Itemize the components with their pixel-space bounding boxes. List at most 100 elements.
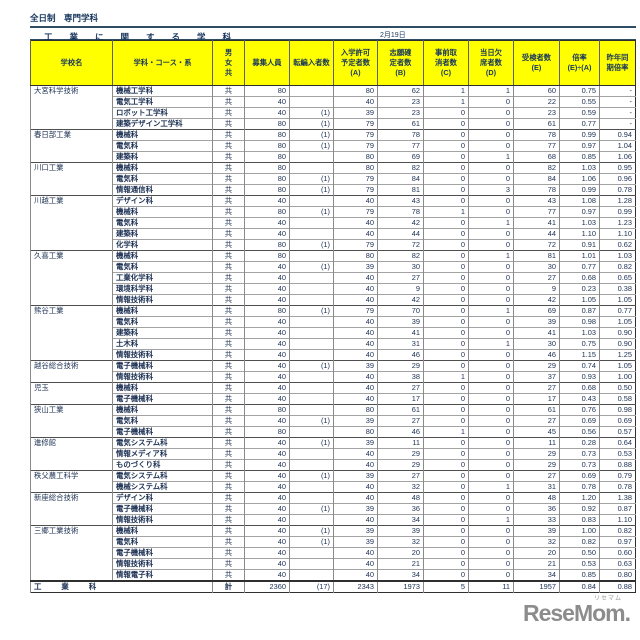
dept-cell: 建築科 — [112, 228, 213, 240]
col-d-cell: 0 — [468, 129, 514, 141]
col-e-cell: 27 — [513, 272, 560, 284]
col-d-cell: 0 — [468, 492, 514, 504]
logo-wordmark: ReseMom. — [522, 600, 631, 626]
table-row: 電子機械科共 40 40 17 0 0 17 0.43 0.58 — [31, 393, 636, 405]
col-b-cell: 46 — [377, 349, 424, 361]
col-a-cell: 39 — [333, 525, 378, 537]
col-d-cell: 0 — [468, 239, 514, 251]
transfer-cell — [289, 283, 334, 295]
capacity-cell: 40 — [244, 415, 290, 427]
transfer-cell — [289, 393, 334, 405]
col-a-cell: 79 — [333, 184, 378, 196]
total-col-b-cell: 1973 — [377, 580, 424, 593]
rate-cell: 1.03 — [559, 162, 600, 174]
col-d-cell: 1 — [468, 338, 514, 350]
table-row: 電気科共 80 (1) 79 77 0 0 77 0.97 1.04 — [31, 140, 636, 152]
col-e-cell: 36 — [513, 503, 560, 515]
col-a-cell: 40 — [333, 272, 378, 284]
prev-rate-cell: - — [599, 107, 636, 119]
gender-cell: 共 — [212, 404, 245, 416]
prev-rate-cell: 0.82 — [599, 525, 636, 537]
header-transfer: 転編入者数 — [289, 40, 334, 86]
prev-rate-cell: 0.38 — [599, 283, 636, 295]
col-e-cell: 39 — [513, 525, 560, 537]
dept-cell: 機械科 — [112, 305, 213, 317]
transfer-cell — [289, 338, 334, 350]
header-col-e: 受検者数 (E) — [513, 40, 560, 86]
gender-cell: 共 — [212, 239, 245, 251]
col-d-cell: 0 — [468, 382, 514, 394]
gender-cell: 共 — [212, 371, 245, 383]
col-c-cell: 0 — [423, 294, 469, 306]
dept-cell: 電気システム科 — [112, 470, 213, 482]
table-row: 建築科共 40 40 44 0 0 44 1.10 1.10 — [31, 228, 636, 240]
dept-cell: 工業化学科 — [112, 272, 213, 284]
school-name-cell: 進修館 — [30, 437, 113, 471]
gender-cell: 共 — [212, 140, 245, 152]
dept-cell: 電気科 — [112, 173, 213, 185]
col-e-cell: 44 — [513, 228, 560, 240]
col-d-cell: 0 — [468, 404, 514, 416]
transfer-cell: (1) — [289, 140, 334, 152]
total-col-e-cell: 1957 — [513, 580, 560, 593]
table-row: 新座総合技術 デザイン科共 40 40 48 0 0 48 1.20 1.38 — [30, 492, 636, 526]
col-b-cell: 44 — [377, 228, 424, 240]
prev-rate-cell: 0.88 — [599, 459, 636, 471]
col-d-cell: 0 — [468, 503, 514, 515]
dept-cell: 情報技術科 — [112, 558, 213, 570]
prev-rate-cell: 0.62 — [599, 239, 636, 251]
capacity-cell: 40 — [244, 525, 290, 537]
total-col-c-cell: 5 — [423, 580, 469, 593]
capacity-cell: 40 — [244, 448, 290, 460]
school-name-cell: 川口工業 — [30, 162, 113, 196]
col-d-cell: 0 — [468, 206, 514, 218]
col-a-cell: 40 — [333, 228, 378, 240]
rate-cell: 1.05 — [559, 294, 600, 306]
capacity-cell: 80 — [244, 140, 290, 152]
prev-rate-cell: 0.78 — [599, 481, 636, 493]
rate-cell: 0.76 — [559, 404, 600, 416]
capacity-cell: 40 — [244, 393, 290, 405]
capacity-cell: 80 — [244, 239, 290, 251]
col-a-cell: 79 — [333, 140, 378, 152]
gender-cell: 共 — [212, 261, 245, 273]
prev-rate-cell: 0.65 — [599, 272, 636, 284]
rate-cell: 0.73 — [559, 459, 600, 471]
rate-cell: 0.97 — [559, 206, 600, 218]
col-a-cell: 39 — [333, 437, 378, 449]
col-a-cell: 39 — [333, 536, 378, 548]
col-c-cell: 0 — [423, 118, 469, 130]
col-a-cell: 40 — [333, 569, 378, 581]
transfer-cell: (1) — [289, 305, 334, 317]
rate-cell: 0.98 — [559, 316, 600, 328]
gender-cell: 共 — [212, 569, 245, 581]
col-b-cell: 32 — [377, 481, 424, 493]
gender-cell: 共 — [212, 470, 245, 482]
col-d-cell: 0 — [468, 525, 514, 537]
col-b-cell: 84 — [377, 173, 424, 185]
col-c-cell: 0 — [423, 272, 469, 284]
capacity-cell: 40 — [244, 272, 290, 284]
col-c-cell: 0 — [423, 228, 469, 240]
rate-cell: 0.69 — [559, 415, 600, 427]
col-a-cell: 80 — [333, 162, 378, 174]
col-b-cell: 81 — [377, 184, 424, 196]
transfer-cell — [289, 547, 334, 559]
col-c-cell: 0 — [423, 415, 469, 427]
col-b-cell: 29 — [377, 448, 424, 460]
capacity-cell: 80 — [244, 129, 290, 141]
col-b-cell: 21 — [377, 558, 424, 570]
col-d-cell: 0 — [468, 547, 514, 559]
gender-cell: 共 — [212, 151, 245, 163]
transfer-cell — [289, 327, 334, 339]
col-b-cell: 43 — [377, 195, 424, 207]
transfer-cell: (1) — [289, 360, 334, 372]
capacity-cell: 40 — [244, 536, 290, 548]
col-a-cell: 40 — [333, 448, 378, 460]
col-a-cell: 79 — [333, 305, 378, 317]
col-a-cell: 40 — [333, 481, 378, 493]
col-a-cell: 40 — [333, 338, 378, 350]
col-b-cell: 70 — [377, 305, 424, 317]
capacity-cell: 40 — [244, 195, 290, 207]
transfer-cell — [289, 558, 334, 570]
